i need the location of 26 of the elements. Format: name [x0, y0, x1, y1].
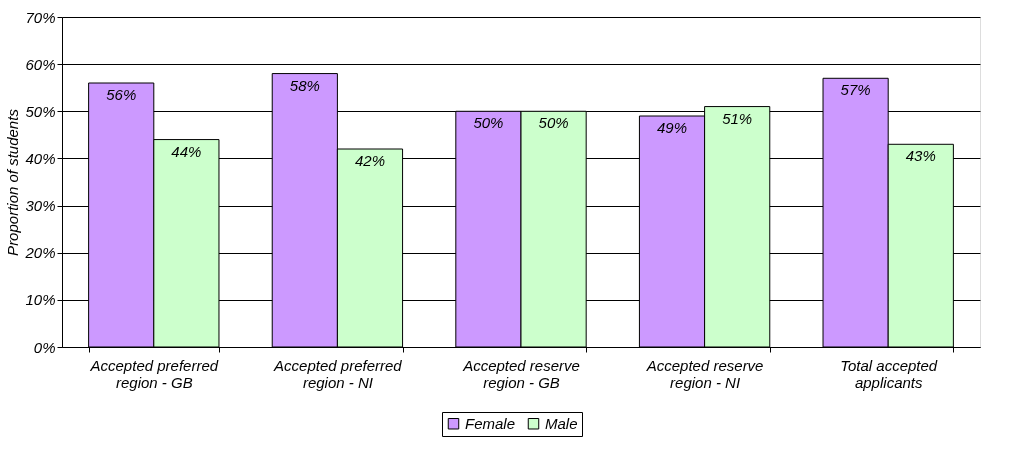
x-tick-label: Accepted preferred region - NI — [273, 356, 403, 391]
y-tick-label: 20% — [24, 244, 56, 262]
x-tick-label: Total accepted applicants — [840, 356, 938, 391]
y-tick-label: 70% — [25, 8, 56, 26]
data-label: 42% — [354, 152, 385, 169]
x-tick-label: Accepted reserve region - GB — [462, 356, 580, 391]
data-label: 51% — [722, 109, 753, 127]
legend-label: Female — [465, 414, 516, 432]
data-label: 43% — [905, 147, 936, 165]
data-label: 50% — [538, 114, 569, 132]
y-tick-label: 40% — [25, 149, 56, 167]
data-label: 49% — [657, 119, 688, 136]
x-tick-label: Accepted preferred region - GB — [89, 356, 219, 391]
data-label: 57% — [840, 81, 871, 99]
y-tick-label: 10% — [25, 291, 56, 309]
y-tick-label: 50% — [25, 102, 56, 120]
y-axis-title: Proportion of students — [4, 108, 22, 256]
data-label: 56% — [106, 86, 137, 103]
legend-label: Male — [545, 414, 578, 432]
data-label: 50% — [473, 114, 504, 132]
data-label: 58% — [289, 76, 320, 94]
y-tick-label: 0% — [33, 338, 56, 356]
y-tick-label: 60% — [25, 55, 56, 73]
y-tick-label: 30% — [25, 197, 56, 215]
x-tick-label: Accepted reserve region - NI — [645, 356, 764, 391]
data-label: 44% — [171, 142, 202, 160]
